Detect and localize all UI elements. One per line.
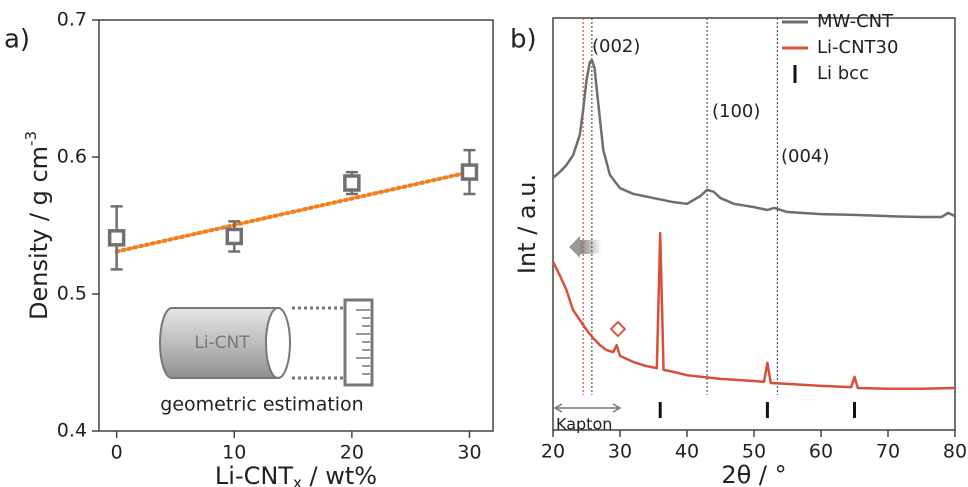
x-tick-label: 50 [742,441,766,463]
x-axis-label: Li-CNTx / wt% [215,462,377,487]
y-axis-label: Density / g cm-3 [22,131,54,320]
data-line [551,231,956,391]
data-point [460,163,479,181]
y-tick-label: 0.7 [57,9,87,31]
cylinder [159,307,279,379]
plot-frame [98,19,494,432]
x-tick-label: 20 [541,441,565,463]
x-tick-label: 20 [340,442,364,464]
x-axis-label-part: / wt% [302,462,377,487]
x-tick-label: 30 [457,442,481,464]
y-axis-label-part: Density / g cm [25,146,53,320]
x-tick-label: 60 [809,441,833,463]
y-tick-label: 0.6 [57,146,87,168]
x-tick-label: 70 [876,441,900,463]
ruler-ticks [356,309,370,375]
annotation: (002) [592,36,640,57]
x-tick-label: 80 [943,441,967,463]
ruler [343,298,374,387]
inset: Li-CNT geometric estimation [159,298,374,416]
shift-arrow [580,240,602,254]
legend-label: MW-CNT [817,11,894,32]
y-tick-label: 0.5 [57,283,87,305]
shift-arrow [569,236,580,258]
diamond-marker [609,320,627,338]
inset-label: Li-CNT [194,333,250,353]
cylinder-end [265,307,291,379]
y-axis-label: Int / a.u. [513,174,541,274]
fit-line [114,170,472,254]
plot-frame [552,17,956,431]
legend-label: Li-CNT30 [817,37,898,58]
x-axis-label: 2θ / ° [721,461,786,487]
y-tick-label: 0.4 [57,420,87,442]
x-tick-label: 10 [222,442,246,464]
annotation: (100) [712,101,760,122]
x-axis-label-part: Li-CNT [215,462,293,487]
data-line [552,58,956,219]
kapton-label: Kapton [556,415,612,434]
inset-caption: geometric estimation [160,394,363,416]
y-axis-label-sup: -3 [22,131,40,146]
panel-label: a) [4,25,30,55]
x-tick-label: 40 [675,441,699,463]
x-tick-label: 30 [608,441,632,463]
x-axis-label-sub: x [293,474,302,487]
data-point [343,174,361,192]
kapton-arrow [553,403,622,413]
panel-label: b) [510,25,537,55]
data-point [107,229,126,247]
x-tick-label: 0 [111,442,123,464]
legend-label: Li bcc [817,63,869,84]
data-point [225,227,244,246]
annotation: (004) [781,146,829,167]
